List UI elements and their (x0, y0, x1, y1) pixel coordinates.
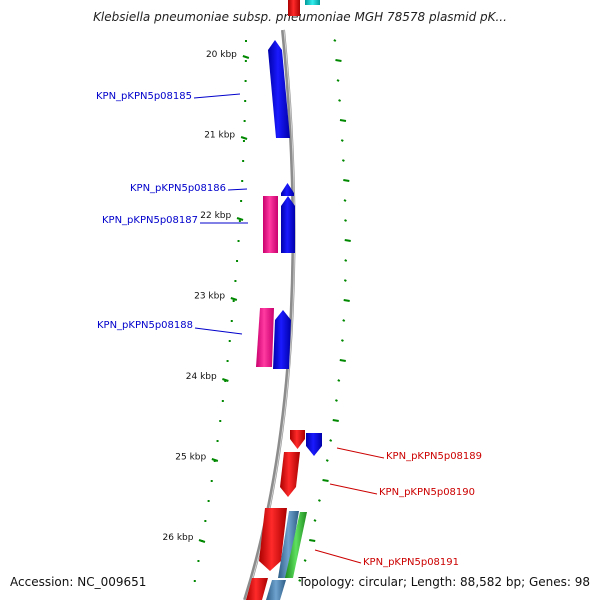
gene-labels: KPN_pKPN5p08185 KPN_pKPN5p08186 KPN_pKPN5p… (96, 91, 482, 568)
gc-mark (343, 179, 350, 182)
gc-mark (236, 217, 244, 221)
gene-label: KPN_pKPN5p08188 (97, 320, 193, 331)
gene-label-leader (336, 447, 385, 459)
gene-label: KPN_pKPN5p08185 (96, 91, 192, 102)
gc-mark (309, 539, 316, 542)
gene-label: KPN_pKPN5p08186 (130, 183, 226, 194)
gc-mark (344, 259, 348, 262)
ruler: 20 kbp 21 kbp 22 kbp 23 kbp 24 kbp 25 kbp 26 k… (163, 50, 238, 543)
cds-forward (268, 40, 290, 138)
gc-mark (340, 339, 344, 342)
gene-label-leader (329, 483, 378, 495)
cds-forward (273, 310, 291, 369)
gc-mark (325, 459, 329, 462)
gene-label-leader (194, 327, 243, 335)
gc-mark (341, 159, 345, 162)
cds-feature (305, 0, 320, 5)
gc-mark (343, 299, 350, 302)
gc-mark (222, 378, 229, 382)
accession-text: Accession: NC_009651 (10, 575, 147, 589)
cds-reverse (259, 508, 287, 571)
cds-feature (285, 512, 307, 578)
cds-reverse (288, 0, 300, 16)
gene-label-leader (314, 549, 362, 564)
ruler-tick-label: 25 kbp (175, 453, 206, 463)
gc-mark (338, 99, 342, 102)
ruler-tick-label: 24 kbp (186, 372, 217, 382)
gc-mark (303, 559, 307, 562)
gc-mark (335, 59, 342, 62)
cds-reverse (246, 578, 268, 600)
gene-label: KPN_pKPN5p08187 (102, 215, 198, 226)
gc-mark (344, 239, 351, 242)
gc-mark (230, 297, 238, 301)
gc-mark (343, 279, 347, 282)
cds-feature (266, 580, 286, 600)
topology-summary: Topology: circular; Length: 88,582 bp; G… (298, 575, 590, 589)
ruler-tick-label: 26 kbp (163, 533, 194, 543)
gc-mark (339, 359, 346, 362)
cds-forward (281, 196, 295, 253)
cds-features (246, 0, 322, 600)
gc-mark (240, 136, 248, 140)
cds-reverse (280, 452, 300, 497)
gc-mark (334, 399, 338, 402)
cds-forward (281, 183, 294, 196)
gc-mark (339, 119, 347, 122)
gc-mark (317, 499, 321, 502)
gene-label: KPN_pKPN5p08189 (386, 451, 482, 462)
cds-forward (306, 433, 322, 456)
gc-mark (211, 458, 219, 462)
ruler-tick-label: 21 kbp (204, 131, 235, 141)
gc-mark (332, 419, 339, 422)
gc-mark (322, 479, 329, 482)
gc-mark (298, 579, 302, 582)
gene-label-leader (193, 93, 241, 99)
map-title: Klebsiella pneumoniae subsp. pneumoniae … (93, 10, 507, 24)
gc-mark (344, 219, 347, 222)
cds-reverse (290, 430, 305, 449)
gene-label: KPN_pKPN5p08190 (379, 487, 475, 498)
ruler-tick-label: 20 kbp (206, 50, 237, 60)
gene-label-leader (227, 188, 248, 191)
gc-mark (337, 379, 341, 382)
cds-feature (278, 511, 299, 578)
gc-mark (336, 79, 340, 82)
gc-content-track (193, 39, 351, 582)
gc-mark (340, 139, 344, 142)
cds-reverse (256, 308, 274, 367)
ruler-tick-label: 23 kbp (194, 292, 225, 302)
gc-mark (342, 319, 346, 322)
gc-mark (242, 55, 250, 59)
gc-mark (343, 199, 347, 202)
ruler-tick-label: 22 kbp (200, 211, 231, 221)
gc-mark (333, 39, 337, 42)
gc-mark (198, 539, 206, 543)
gc-mark (329, 439, 333, 442)
gene-label: KPN_pKPN5p08191 (363, 557, 459, 568)
cds-reverse (263, 196, 278, 253)
gc-mark (313, 519, 317, 522)
